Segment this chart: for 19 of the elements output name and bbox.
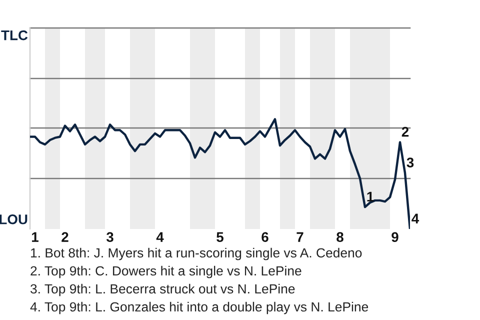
text: 1. Bot 8th: J. Myers hit a run-scoring single vs A. Cedeno <box>31 248 362 260</box>
text: 2. Top 9th: C. Dowers hit a single vs N. LePine <box>30 266 302 278</box>
text: TLC <box>1 30 28 40</box>
annotation: 1 <box>367 192 374 202</box>
text: LOU <box>0 214 28 224</box>
x-tick-label: 1 <box>32 232 38 242</box>
text: 4. Top 9th: L. Gonzales hit into a double play vs N. LePine <box>30 302 368 314</box>
x-tick-label: 2 <box>62 232 68 242</box>
x-tick-label: 7 <box>296 232 304 242</box>
annotation: 2 <box>402 126 409 137</box>
x-tick-label: 5 <box>216 232 224 242</box>
annotation: 3 <box>406 158 414 168</box>
x-tick-label: 6 <box>262 232 268 242</box>
x-tick-label: 9 <box>392 232 398 242</box>
x-tick-label: 3 <box>106 232 114 242</box>
x-tick-label: 8 <box>336 232 344 242</box>
text: 4 <box>412 214 420 224</box>
x-tick-label: 4 <box>156 232 164 242</box>
text: 3. Top 9th: L. Becerra struck out vs N. LePine <box>30 284 295 296</box>
